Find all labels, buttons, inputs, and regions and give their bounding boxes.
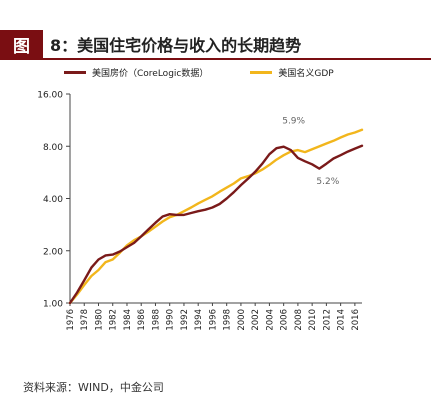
x-tick-label: 1994 <box>194 309 204 331</box>
figure-tag: 图 <box>0 30 43 58</box>
series-line-housing <box>68 144 364 305</box>
title-rule <box>0 58 431 60</box>
x-tick-label: 2014 <box>337 309 347 331</box>
source-note: 资料来源：WIND，中金公司 <box>23 381 164 394</box>
x-tick-label: 2006 <box>280 309 290 331</box>
y-tick-label: 1.00 <box>43 300 63 310</box>
x-tick-label: 2008 <box>294 309 304 331</box>
chart-legend: 美国房价（CoreLogic数据） 美国名义GDP <box>64 64 376 80</box>
legend-swatch-housing <box>64 70 86 74</box>
legend-swatch-gdp <box>250 70 273 74</box>
x-tick-label: 1978 <box>80 309 90 331</box>
legend-label-housing: 美国房价（CoreLogic数据） <box>92 68 209 79</box>
legend-item-gdp: 美国名义GDP <box>250 66 334 79</box>
x-tick-label: 1992 <box>180 309 190 331</box>
x-tick-label: 1990 <box>166 309 176 331</box>
annotation-label: 5.9% <box>282 117 305 127</box>
y-tick-label: 4.00 <box>43 195 63 205</box>
x-tick-label: 2012 <box>322 309 332 331</box>
x-tick-label: 1986 <box>137 309 147 331</box>
series-line-gdp <box>68 128 364 305</box>
x-tick-label: 2000 <box>237 309 247 331</box>
annotation-label: 5.2% <box>316 177 339 187</box>
x-tick-label: 1996 <box>208 309 218 331</box>
legend-item-housing: 美国房价（CoreLogic数据） <box>64 66 208 79</box>
x-tick-label: 2004 <box>265 309 275 331</box>
figure-title: 8：美国住宅价格与收入的长期趋势 <box>50 36 302 55</box>
x-tick-label: 2010 <box>308 309 318 331</box>
y-tick-label: 2.00 <box>43 247 63 257</box>
x-tick-label: 2002 <box>251 309 261 331</box>
x-tick-label: 1982 <box>109 309 119 331</box>
y-tick-label: 16.00 <box>37 91 63 101</box>
legend-label-gdp: 美国名义GDP <box>278 68 334 79</box>
x-tick-label: 1984 <box>123 309 133 331</box>
y-tick-label: 8.00 <box>43 143 63 153</box>
x-tick-label: 1998 <box>223 309 233 331</box>
x-tick-label: 1976 <box>66 309 76 331</box>
x-tick-label: 2016 <box>351 309 361 331</box>
x-tick-label: 1988 <box>151 309 161 331</box>
x-tick-label: 1980 <box>94 309 104 331</box>
